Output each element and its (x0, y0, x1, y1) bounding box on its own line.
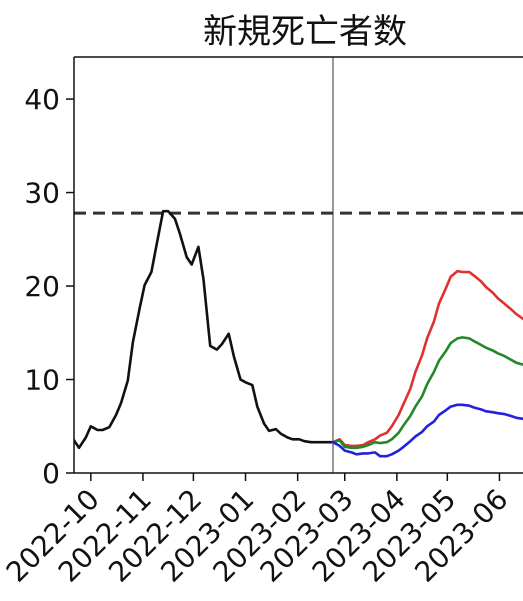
forecast-line-red (331, 269, 523, 448)
y-tick-label: 10 (24, 364, 60, 397)
axes (73, 56, 523, 474)
x-axis: 2022-102022-112022-122023-012023-022023-… (0, 473, 514, 589)
chart-title: 新規死亡者数 (203, 12, 407, 52)
y-axis: 0 10 20 30 40 (24, 83, 74, 490)
y-tick-label: 40 (24, 83, 60, 116)
y-tick-label: 20 (24, 270, 60, 303)
y-tick-label: 0 (42, 457, 60, 490)
y-tick-label: 30 (24, 177, 60, 210)
observed-line (74, 209, 335, 450)
forecast-line-green (331, 336, 523, 450)
plot-area (74, 57, 523, 473)
forecast-line-blue (331, 403, 523, 458)
